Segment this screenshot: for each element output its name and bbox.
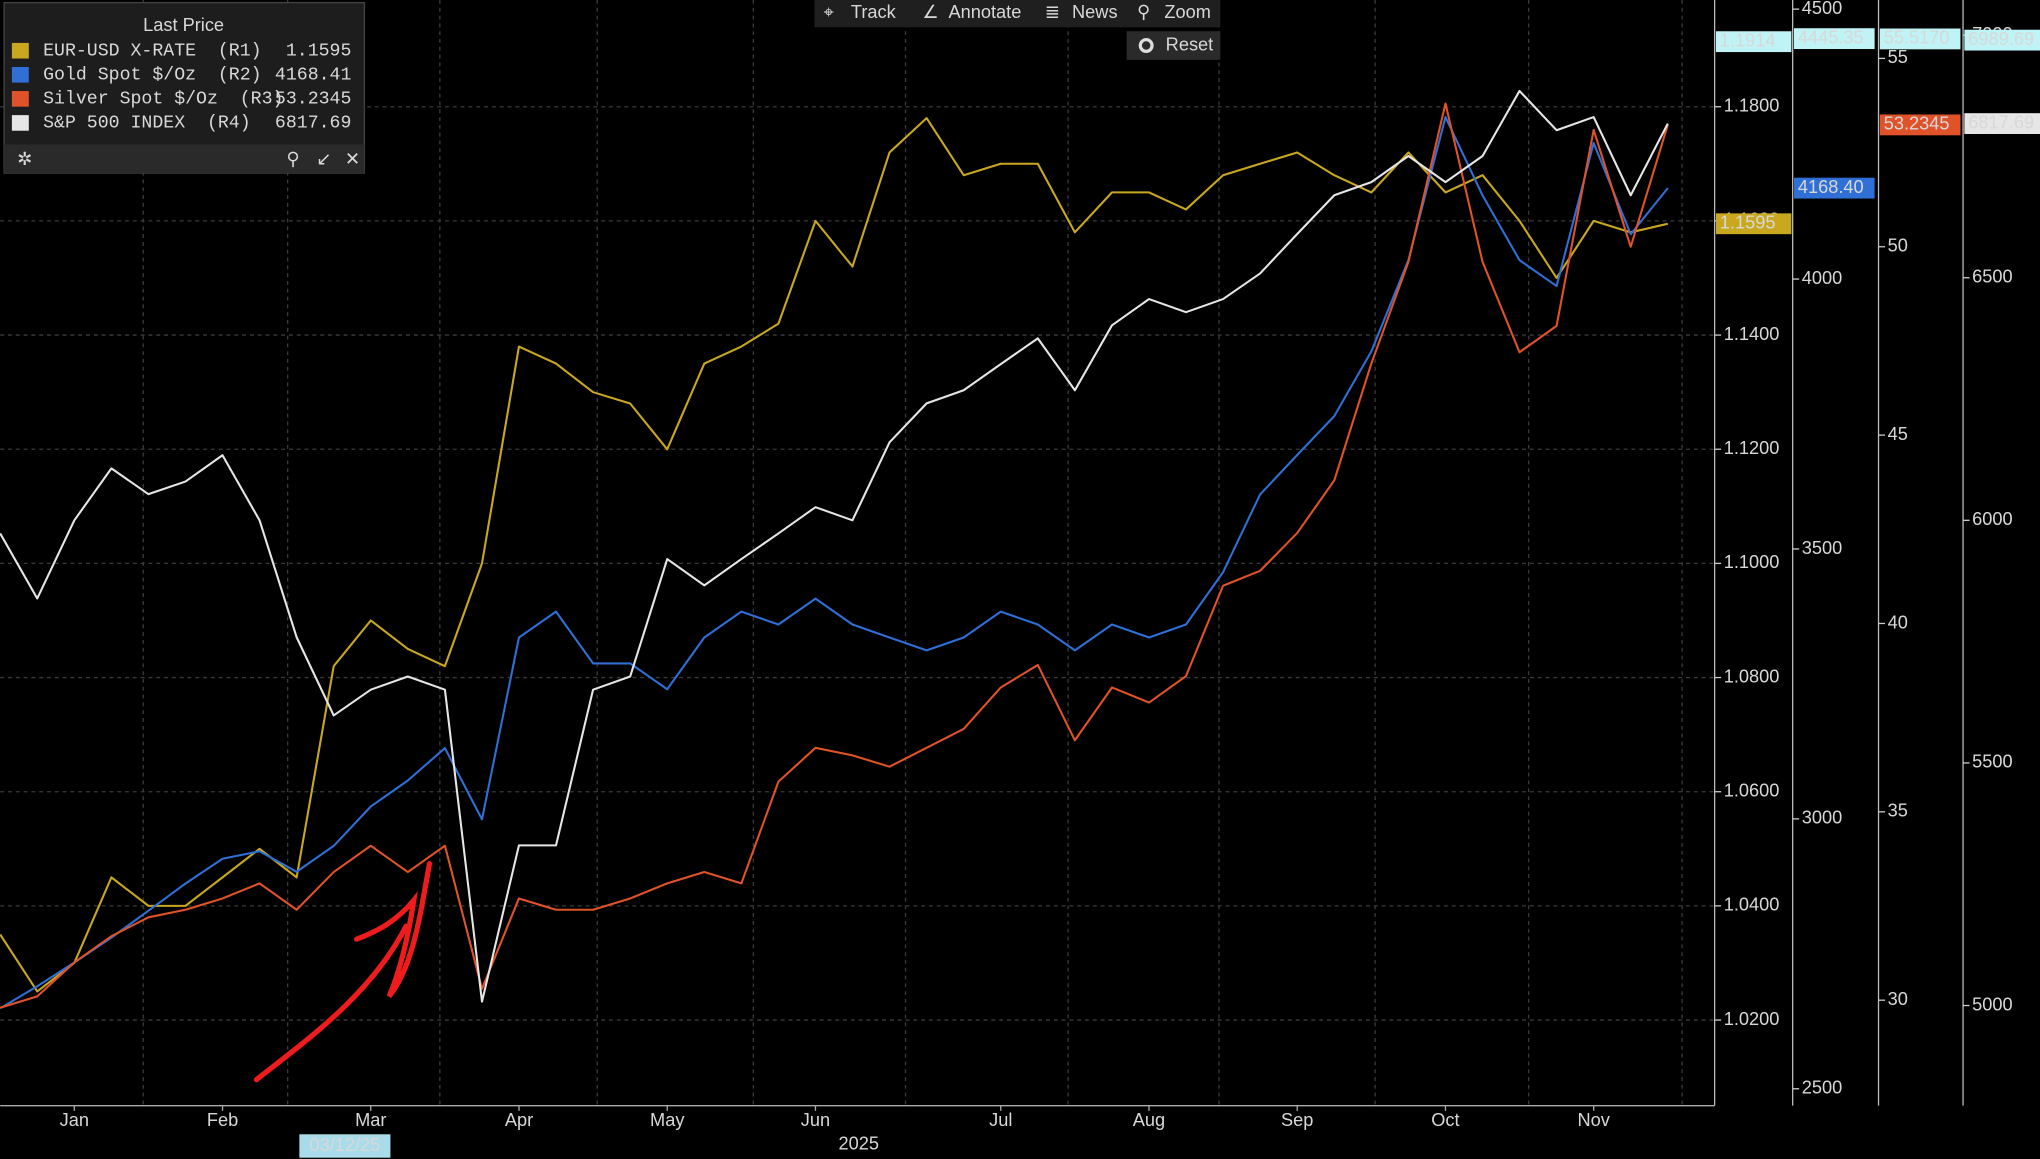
pin-icon[interactable]: ⚲: [286, 149, 299, 169]
legend-label: Gold Spot $/Oz (R2): [43, 66, 261, 86]
legend-value: 53.2345: [275, 90, 351, 110]
news-icon: ≣: [1045, 2, 1060, 22]
legend-footer: [4, 144, 365, 174]
legend-swatch: [11, 115, 29, 131]
y-tick-label: 4000: [1802, 268, 1842, 288]
y-tick-label: 40: [1888, 612, 1908, 632]
date-highlight: [299, 1134, 391, 1158]
last-price-marker-bg: [1715, 213, 1792, 235]
last-price-marker: 6817.69: [1968, 112, 2034, 132]
year-label: 2025: [838, 1134, 879, 1154]
toolbar-bar: [814, 0, 1221, 28]
y-tick-label: 3500: [1802, 538, 1842, 558]
annotate-icon: ∠: [922, 2, 938, 22]
x-tick-label: Apr: [505, 1110, 533, 1130]
y-tick-label: 5500: [1972, 752, 2013, 772]
y-tick-label: 2500: [1802, 1078, 1842, 1098]
reset-button-bg[interactable]: [1126, 31, 1221, 60]
last-price-marker: 4168.40: [1798, 177, 1864, 197]
x-tick-label: Feb: [207, 1110, 238, 1130]
y-tick-label: 6000: [1972, 509, 2013, 529]
high-marker: 6989.69: [1968, 29, 2034, 49]
y-tick-label: 3000: [1802, 808, 1842, 828]
x-tick-label: Aug: [1133, 1110, 1165, 1130]
toolbar-button[interactable]: News: [1072, 2, 1118, 22]
y-tick-label: 35: [1888, 801, 1908, 821]
plot: [0, 89, 1669, 1010]
reset-icon: [1138, 38, 1154, 54]
legend-value: 4168.41: [275, 66, 352, 86]
minimize-icon[interactable]: ↙: [316, 149, 331, 169]
y-tick-label: 30: [1888, 989, 1908, 1009]
high-marker: 4445.35: [1798, 27, 1864, 47]
grid: [0, 0, 1715, 1106]
date-annotation: 03/12/25: [309, 1135, 380, 1155]
high-marker-bg: [1879, 28, 1961, 50]
series-line: [0, 89, 1669, 1003]
series-line: [0, 117, 1669, 993]
high-marker: 1.1914: [1720, 30, 1776, 50]
high-marker-bg: [1793, 28, 1875, 50]
y-tick-label: 4500: [1802, 0, 1842, 18]
legend-swatch: [11, 42, 29, 59]
legend-value: 6817.69: [275, 114, 351, 134]
x-tick-label: Jun: [801, 1110, 830, 1130]
toolbar-button[interactable]: Annotate: [948, 2, 1021, 22]
settings-icon[interactable]: ✲: [17, 149, 32, 169]
close-icon[interactable]: ✕: [345, 149, 360, 169]
y-tick-label: 1.0400: [1724, 895, 1780, 915]
y-tick-label: 1.0800: [1724, 666, 1780, 686]
x-tick-label: Sep: [1281, 1110, 1313, 1130]
series-line: [0, 116, 1669, 1010]
legend-label: S&P 500 INDEX (R4): [43, 114, 251, 134]
arrow-annotation: [253, 861, 433, 1083]
track-icon: ⌖: [824, 2, 834, 22]
high-marker-bg: [1715, 31, 1792, 53]
x-tick-label: Nov: [1577, 1110, 1610, 1130]
zoom-icon: ⚲: [1137, 2, 1150, 22]
y-tick-label: 1.1200: [1724, 438, 1780, 458]
y-tick-label: 6500: [1972, 267, 2013, 287]
high-marker-bg: [1964, 29, 2040, 51]
toolbar: ⌖ Track ∠ Annotate ≣ News ⚲ Zoom Reset: [814, 0, 1221, 60]
y-tick-label: 1.1400: [1724, 324, 1780, 344]
axes: 1.0200 1.0400 1.0600 1.0800 1.1000 1.1200 1.14…: [0, 0, 2040, 1130]
legend-label: Silver Spot $/Oz (R3): [43, 90, 283, 110]
legend-swatch: [11, 66, 29, 83]
y-tick-label: 5000: [1972, 994, 2013, 1014]
x-tick-label: Jan: [60, 1110, 89, 1130]
legend-swatch: [11, 91, 29, 107]
legend-label: EUR-USD X-RATE (R1): [43, 42, 261, 62]
y-tick-label: 50: [1888, 236, 1908, 256]
toolbar-button[interactable]: Zoom: [1164, 2, 1211, 22]
last-price-marker-bg: [1964, 113, 2040, 134]
x-tick-label: Jul: [989, 1110, 1012, 1130]
y-tick-label: 55: [1888, 47, 1908, 67]
y-tick-label: 1.1800: [1724, 96, 1780, 116]
legend-title: Last Price: [143, 15, 224, 35]
series-line: [0, 102, 1669, 1009]
high-marker: 55.5170: [1884, 28, 1950, 48]
last-price-marker: 1.1595: [1720, 213, 1776, 233]
y-tick-label: 1.1000: [1724, 552, 1780, 572]
x-tick-label: May: [650, 1110, 685, 1130]
y-tick-label: 1.0600: [1724, 781, 1780, 801]
toolbar-button[interactable]: Track: [851, 2, 897, 22]
reset-button[interactable]: Reset: [1166, 34, 1214, 54]
y-tick-label: 1.0200: [1724, 1009, 1780, 1029]
legend-value: 1.1595: [286, 42, 352, 62]
legend-rows: EUR-USD X-RATE (R1) 1.1595 Gold Spot $/Oz …: [11, 42, 352, 134]
last-price-marker-bg: [1879, 114, 1961, 136]
legend: ✲ ⚲ ↙ ✕ Last Price EUR-USD X-RATE (R1) 1.…: [3, 1, 366, 174]
x-tick-label: Oct: [1431, 1110, 1459, 1130]
last-price-marker: 53.2345: [1884, 114, 1950, 134]
y-tick-label: 45: [1888, 424, 1908, 444]
x-tick-label: Mar: [355, 1110, 386, 1130]
last-price-marker-bg: [1793, 177, 1875, 199]
